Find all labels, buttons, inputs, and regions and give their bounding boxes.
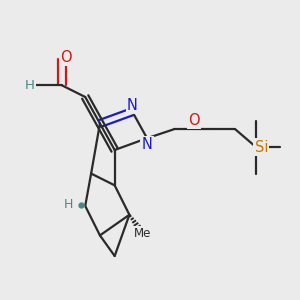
Text: H: H bbox=[64, 198, 73, 211]
Text: N: N bbox=[127, 98, 138, 113]
Text: H: H bbox=[25, 79, 35, 92]
Text: N: N bbox=[142, 137, 152, 152]
Text: O: O bbox=[60, 50, 72, 65]
Text: Si: Si bbox=[255, 140, 268, 154]
Text: O: O bbox=[188, 113, 200, 128]
Text: Me: Me bbox=[134, 227, 151, 240]
